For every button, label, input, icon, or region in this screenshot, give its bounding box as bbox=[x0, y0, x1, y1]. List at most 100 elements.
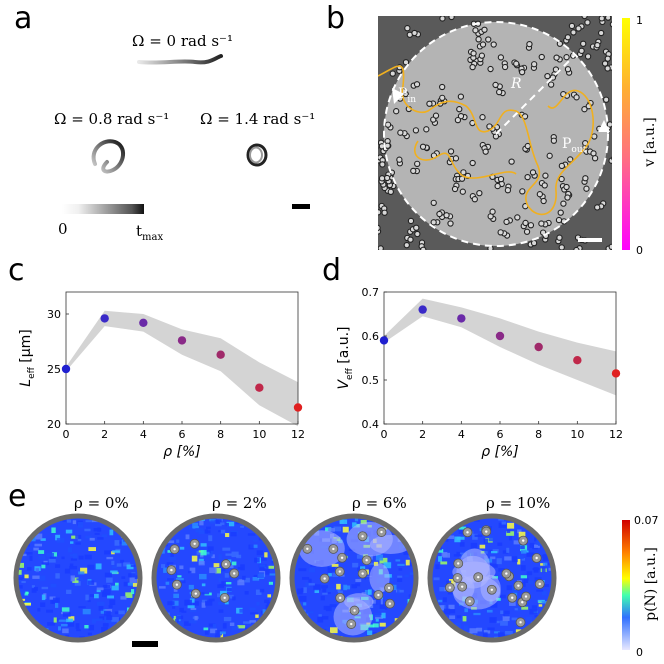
heatmap-cell bbox=[552, 533, 554, 537]
heatmap-cell bbox=[490, 551, 498, 554]
heatmap-cell bbox=[101, 534, 107, 538]
heatmap-cell bbox=[394, 518, 400, 522]
x-tick-label: 10 bbox=[252, 428, 266, 441]
particle bbox=[476, 189, 483, 197]
heatmap-cell bbox=[211, 554, 215, 559]
heatmap-cell bbox=[317, 616, 324, 623]
heatmap-cell bbox=[323, 605, 330, 610]
particle bbox=[584, 19, 591, 26]
heatmap-cell bbox=[321, 616, 329, 620]
obstacle-center bbox=[511, 596, 514, 599]
heatmap-cell bbox=[448, 604, 455, 610]
heatmap-cell bbox=[38, 550, 45, 554]
heatmap-cell bbox=[232, 596, 236, 601]
heatmap-cell bbox=[273, 626, 278, 631]
heatmap-cell bbox=[87, 599, 91, 603]
heatmap-cell bbox=[540, 631, 548, 637]
heatmap-title-0: ρ = 0% bbox=[74, 494, 129, 512]
heatmap-cell bbox=[277, 601, 278, 604]
particle bbox=[558, 162, 566, 170]
heatmap-cell bbox=[96, 589, 101, 593]
particle bbox=[518, 69, 526, 76]
particle bbox=[490, 41, 497, 48]
heatmap-cell bbox=[70, 575, 75, 582]
heatmap-cell bbox=[511, 617, 518, 621]
heatmap-cell bbox=[342, 526, 349, 533]
heatmap-cell bbox=[256, 572, 264, 579]
heatmap-cell bbox=[135, 634, 140, 640]
particle bbox=[447, 220, 454, 227]
heatmap-cell bbox=[167, 521, 172, 525]
obstacle-center bbox=[323, 577, 326, 580]
heatmap-cell bbox=[61, 607, 70, 612]
heatmap-cell bbox=[551, 628, 554, 631]
heatmap-cell bbox=[120, 596, 127, 600]
heatmap-cell bbox=[166, 562, 174, 566]
particle bbox=[536, 191, 544, 198]
colorbar-e-label: p(N) [a.u.] bbox=[643, 547, 659, 621]
particle bbox=[582, 175, 589, 182]
heatmap-cell bbox=[66, 618, 74, 623]
heatmap-cell bbox=[209, 567, 217, 574]
x-tick-label: 0 bbox=[63, 428, 70, 441]
heatmap-cell bbox=[67, 519, 72, 523]
heatmap-cell bbox=[158, 524, 164, 529]
heatmap-cell bbox=[375, 615, 383, 619]
heatmap-cell bbox=[518, 531, 526, 538]
particle bbox=[504, 187, 512, 194]
heatmap-cell bbox=[520, 575, 528, 579]
omega-zero-label: Ω = 0 rad s⁻¹ bbox=[132, 32, 233, 50]
panel-c-label: c bbox=[8, 253, 25, 288]
particle bbox=[501, 63, 509, 71]
heatmap-cell bbox=[219, 633, 224, 639]
heatmap-cell bbox=[509, 600, 516, 606]
heatmap-cell bbox=[104, 572, 112, 578]
heatmap-cell bbox=[78, 571, 85, 575]
data-point bbox=[255, 383, 264, 392]
particle bbox=[430, 199, 437, 206]
obstacle-center bbox=[223, 596, 226, 600]
obstacle-center bbox=[350, 622, 353, 626]
heatmap-cell bbox=[62, 628, 69, 634]
heatmap-cell bbox=[497, 542, 503, 546]
heatmap-cell bbox=[66, 621, 75, 627]
heatmap-cell bbox=[451, 518, 457, 522]
heatmap-cell bbox=[446, 522, 451, 526]
heatmap-cell bbox=[397, 575, 403, 578]
heatmap-cell bbox=[526, 571, 533, 576]
heatmap-cell bbox=[41, 564, 46, 569]
x-tick-label: 12 bbox=[291, 428, 305, 441]
p-in-label: Pin bbox=[398, 86, 416, 105]
heatmap-cell bbox=[536, 589, 544, 592]
confidence-band bbox=[66, 310, 298, 427]
chart-c: 0 2 4 6 8 10 12 20 25 30 ρ [%] Leff [μm] bbox=[18, 291, 305, 460]
heatmap-cell bbox=[161, 564, 166, 569]
heatmap-cell bbox=[133, 535, 140, 540]
heatmap-cell bbox=[74, 581, 81, 586]
heatmap-cell bbox=[218, 601, 224, 605]
heatmap-cell bbox=[138, 615, 140, 622]
colorbar-b-min: 0 bbox=[636, 244, 643, 257]
heatmap-cell bbox=[46, 609, 54, 613]
heatmap-cell bbox=[85, 594, 89, 601]
heatmap-cell bbox=[375, 554, 384, 561]
heatmap-cell bbox=[405, 559, 410, 566]
heatmap-cell bbox=[389, 632, 394, 638]
heatmap-cell bbox=[175, 618, 179, 625]
obstacle-center bbox=[477, 575, 480, 579]
particle bbox=[430, 219, 437, 226]
heatmap-cell bbox=[167, 601, 175, 606]
trajectory-straight bbox=[137, 54, 223, 65]
heatmap-cell bbox=[123, 562, 131, 567]
heatmap-cell bbox=[165, 624, 173, 629]
heatmap-cell bbox=[221, 581, 226, 587]
particle bbox=[479, 114, 486, 121]
particle bbox=[523, 228, 531, 235]
heatmap-cell bbox=[547, 562, 552, 566]
heatmap-cell bbox=[532, 627, 539, 634]
heatmap-cell bbox=[438, 623, 445, 628]
heatmap-cell bbox=[542, 557, 550, 561]
heatmap-cell bbox=[360, 519, 367, 525]
heatmap-cell bbox=[458, 526, 467, 530]
heatmap-cell bbox=[492, 549, 499, 553]
